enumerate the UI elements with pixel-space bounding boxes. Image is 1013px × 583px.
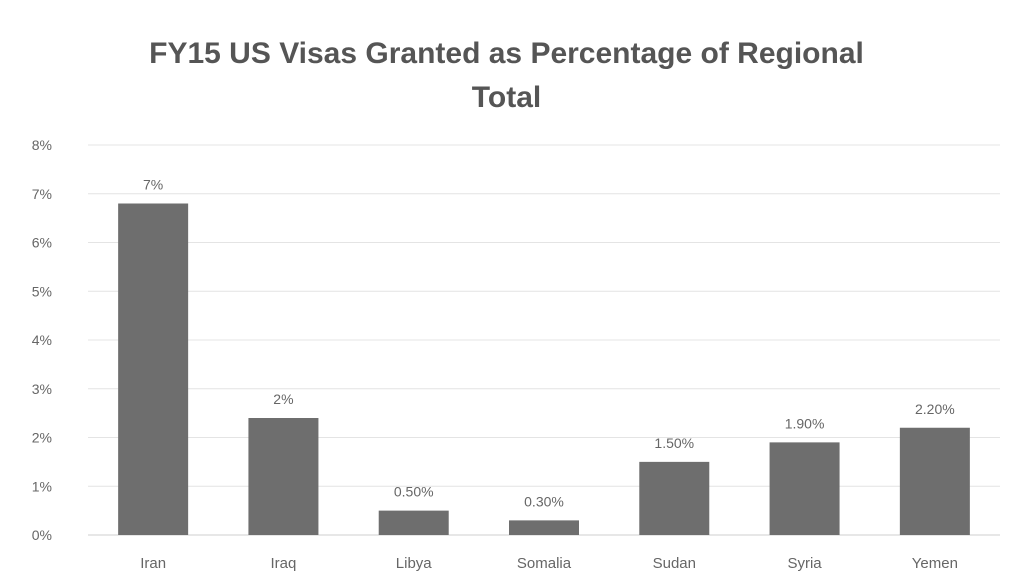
y-tick-label: 0% [32,527,52,543]
x-tick-label: Somalia [517,555,572,572]
chart-title-line-2: Total [471,81,542,114]
y-tick-label: 5% [32,283,52,299]
data-label: 7% [143,177,163,193]
y-tick-label: 6% [32,235,52,251]
chart-title-line-1: FY15 US Visas Granted as Percentage of R… [149,37,864,70]
y-tick-label: 2% [32,430,52,446]
y-tick-label: 8% [32,137,52,153]
y-tick-label: 7% [32,186,52,202]
x-tick-label: Iran [140,555,166,572]
data-label: 0.50% [394,484,434,500]
data-label: 1.90% [785,415,825,431]
y-tick-label: 4% [32,332,52,348]
x-tick-label: Libya [396,555,433,572]
bar-syria [769,442,840,535]
y-tick-label: 1% [32,478,52,494]
bar-libya [378,510,449,535]
data-label: 2% [273,391,293,407]
x-tick-label: Syria [787,555,822,572]
data-label: 1.50% [654,435,694,451]
data-label: 2.20% [915,401,955,417]
y-tick-label: 3% [32,381,52,397]
x-tick-label: Iraq [270,555,296,572]
x-tick-label: Yemen [912,555,958,572]
bar-iran [118,203,189,535]
bar-somalia [509,520,579,535]
bar-sudan [639,461,710,535]
bar-iraq [248,418,319,535]
x-tick-label: Sudan [653,555,696,572]
bar-yemen [899,427,970,535]
data-label: 0.30% [524,493,564,509]
